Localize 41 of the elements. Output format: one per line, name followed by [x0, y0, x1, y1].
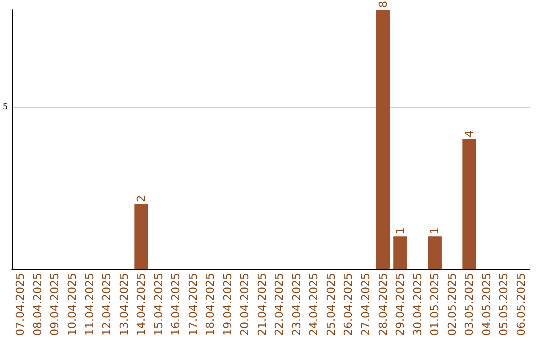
data-label: 1	[428, 228, 442, 235]
x-tick-label: 20.04.2025	[238, 273, 252, 336]
x-tick-label: 19.04.2025	[221, 273, 234, 336]
x-tick-label: 04.05.2025	[480, 273, 494, 336]
bar	[462, 140, 476, 269]
bar	[376, 10, 390, 269]
x-tick-label: 14.04.2025	[135, 273, 148, 336]
x-tick-label: 30.04.2025	[411, 273, 424, 336]
y-tick-label: 5	[2, 102, 8, 112]
x-tick-label: 03.05.2025	[463, 273, 476, 336]
x-tick-label: 08.04.2025	[31, 273, 44, 336]
data-label: 4	[463, 130, 476, 138]
x-tick-label: 06.05.2025	[514, 273, 528, 336]
x-tick-label: 13.04.2025	[118, 273, 131, 336]
bar	[394, 236, 408, 269]
x-tick-label: 12.04.2025	[100, 273, 114, 336]
x-tick-label: 01.05.2025	[428, 273, 442, 336]
x-tick-label: 10.04.2025	[66, 273, 80, 336]
bar	[428, 236, 442, 269]
data-label: 1	[394, 228, 408, 235]
x-tick-label: 02.05.2025	[446, 273, 459, 336]
x-tick-label: 11.04.2025	[83, 273, 96, 336]
x-tick-label: 16.04.2025	[170, 273, 183, 336]
data-label: 8	[376, 1, 390, 8]
x-tick-label: 24.04.2025	[308, 273, 321, 336]
x-tick-label: 26.04.2025	[342, 273, 356, 336]
x-tick-label: 18.04.2025	[204, 273, 218, 336]
x-tick-label: 15.04.2025	[152, 273, 166, 336]
x-tick-label: 09.04.2025	[48, 273, 62, 336]
x-tick-label: 21.04.2025	[256, 273, 269, 336]
x-tick-label: 29.04.2025	[394, 273, 408, 336]
x-tick-label: 22.04.2025	[273, 273, 286, 336]
bar	[134, 204, 148, 269]
x-tick-label: 05.05.2025	[498, 273, 511, 336]
data-label: 2	[135, 195, 148, 202]
x-tick-label: 07.04.2025	[14, 273, 28, 336]
x-tick-label: 25.04.2025	[324, 273, 338, 336]
x-tick-label: 27.04.2025	[359, 273, 372, 336]
x-tick-label: 23.04.2025	[290, 273, 304, 336]
x-tick-label: 28.04.2025	[376, 273, 390, 336]
x-tick-label: 17.04.2025	[186, 273, 200, 336]
